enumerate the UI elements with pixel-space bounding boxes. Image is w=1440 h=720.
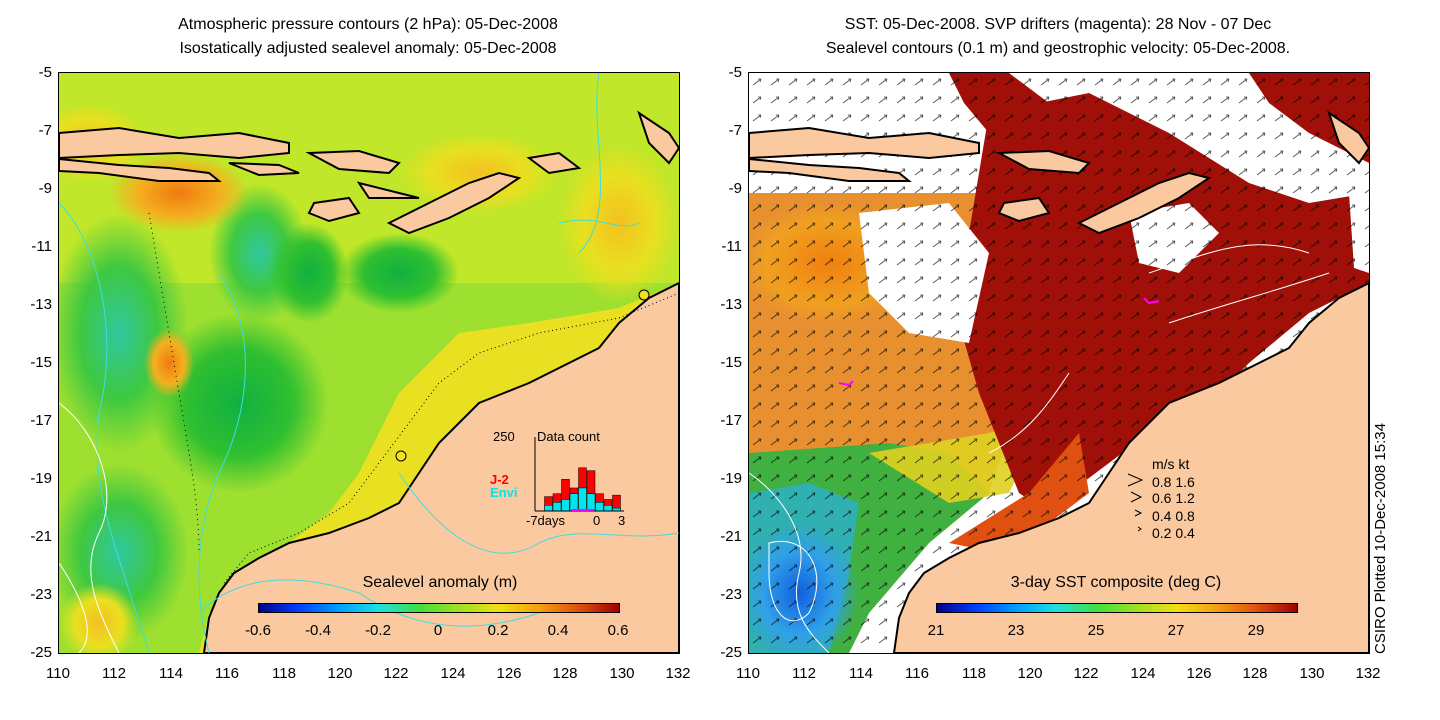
right-ytick: -11 bbox=[721, 238, 742, 255]
velocity-legend-arrows bbox=[1127, 473, 1144, 532]
velocity-legend-row: 0.8 1.6 bbox=[1152, 474, 1195, 490]
right-cbar-label: 29 bbox=[1247, 622, 1265, 639]
right-cbar-label: 21 bbox=[927, 622, 945, 639]
left-title-line2: Isostatically adjusted sealevel anomaly:… bbox=[179, 40, 557, 57]
right-cbar-label: 25 bbox=[1087, 622, 1105, 639]
right-xtick: 118 bbox=[962, 665, 986, 682]
left-cbar-label: -0.2 bbox=[365, 622, 391, 639]
hist-ymax-label: 250 bbox=[493, 429, 515, 444]
left-colorbar-title: Sealevel anomaly (m) bbox=[362, 574, 518, 591]
hist-bar-envi bbox=[561, 499, 570, 512]
left-xtick: 122 bbox=[383, 665, 409, 682]
velocity-legend-row: 0.6 1.2 bbox=[1152, 490, 1195, 506]
hist-bar-envi bbox=[569, 493, 579, 512]
hist-bar-envi bbox=[595, 502, 604, 512]
right-cbar-label: 27 bbox=[1167, 622, 1185, 639]
right-xtick: 128 bbox=[1242, 665, 1268, 682]
left-xtick: 128 bbox=[552, 665, 578, 682]
left-xtick: 130 bbox=[609, 665, 635, 682]
left-xtick: 116 bbox=[215, 665, 239, 682]
left-xtick: 124 bbox=[440, 665, 466, 682]
hist-xlabel-zero: 0 bbox=[593, 513, 601, 528]
hist-series-j2: J-2 bbox=[490, 472, 509, 487]
left-xtick: 112 bbox=[102, 665, 126, 682]
right-xtick: 132 bbox=[1355, 665, 1381, 682]
left-map-svg bbox=[59, 73, 679, 653]
right-ytick: -17 bbox=[720, 412, 742, 429]
left-xtick: 118 bbox=[272, 665, 296, 682]
left-ytick: -9 bbox=[38, 180, 52, 197]
left-cbar-label: 0.6 bbox=[607, 622, 629, 639]
right-map bbox=[748, 72, 1370, 654]
left-cbar-label: 0.2 bbox=[487, 622, 509, 639]
left-ytick: -17 bbox=[30, 412, 52, 429]
right-ytick: -25 bbox=[720, 644, 742, 661]
right-ytick: -5 bbox=[728, 64, 742, 81]
left-xtick: 114 bbox=[159, 665, 183, 682]
right-ytick: -23 bbox=[720, 586, 742, 603]
right-title-line2: Sealevel contours (0.1 m) and geostrophi… bbox=[825, 40, 1291, 57]
hist-xlabel-end: 3 bbox=[618, 513, 626, 528]
right-cbar-label: 23 bbox=[1007, 622, 1025, 639]
right-colorbar-title: 3-day SST composite (deg C) bbox=[1010, 574, 1222, 591]
hist-xlabel-start: -7days bbox=[526, 513, 566, 528]
right-map-svg bbox=[749, 73, 1369, 653]
left-cbar-label: -0.6 bbox=[245, 622, 271, 639]
left-colorbar bbox=[258, 603, 620, 613]
left-ytick: -19 bbox=[30, 470, 52, 487]
left-ytick: -11 bbox=[31, 238, 52, 255]
right-ytick: -15 bbox=[720, 354, 742, 371]
right-xtick: 120 bbox=[1017, 665, 1043, 682]
left-ytick: -13 bbox=[30, 296, 52, 313]
hist-bar-envi bbox=[603, 504, 613, 512]
hist-bar-envi bbox=[586, 493, 596, 512]
left-title-line1: Atmospheric pressure contours (2 hPa): 0… bbox=[178, 16, 558, 33]
right-ytick: -13 bbox=[720, 296, 742, 313]
left-ytick: -15 bbox=[30, 354, 52, 371]
hist-bar-envi bbox=[544, 504, 553, 512]
velocity-legend-header: m/s kt bbox=[1152, 456, 1190, 472]
right-title-line1: SST: 05-Dec-2008. SVP drifters (magenta)… bbox=[844, 16, 1272, 33]
velocity-legend-row: 0.2 0.4 bbox=[1152, 525, 1195, 541]
left-ytick: -5 bbox=[38, 64, 52, 81]
right-xtick: 130 bbox=[1299, 665, 1325, 682]
right-xtick: 126 bbox=[1186, 665, 1212, 682]
left-ytick: -25 bbox=[30, 644, 52, 661]
left-xtick: 110 bbox=[46, 665, 70, 682]
left-ytick: -21 bbox=[30, 528, 52, 545]
left-ytick: -23 bbox=[30, 586, 52, 603]
plot-credit: CSIRO Plotted 10-Dec-2008 15:34 bbox=[1372, 423, 1389, 654]
histogram-plot bbox=[534, 437, 624, 512]
right-ytick: -19 bbox=[720, 470, 742, 487]
hist-bar-envi bbox=[578, 487, 587, 512]
right-ytick: -21 bbox=[720, 528, 742, 545]
right-xtick: 114 bbox=[849, 665, 873, 682]
left-ytick: -7 bbox=[38, 122, 52, 139]
right-xtick: 116 bbox=[905, 665, 929, 682]
left-cbar-label: 0.4 bbox=[547, 622, 569, 639]
left-xtick: 126 bbox=[496, 665, 522, 682]
right-xtick: 112 bbox=[792, 665, 816, 682]
right-xtick: 110 bbox=[736, 665, 760, 682]
right-ytick: -7 bbox=[728, 122, 742, 139]
left-xtick: 132 bbox=[665, 665, 691, 682]
left-xtick: 120 bbox=[327, 665, 353, 682]
left-map bbox=[58, 72, 680, 654]
left-cbar-label: -0.4 bbox=[305, 622, 331, 639]
left-cbar-label: 0 bbox=[433, 622, 443, 639]
right-xtick: 122 bbox=[1073, 665, 1099, 682]
right-ytick: -9 bbox=[728, 180, 742, 197]
hist-title: Data count bbox=[537, 429, 600, 444]
hist-bar-envi bbox=[552, 502, 562, 512]
right-xtick: 124 bbox=[1130, 665, 1156, 682]
hist-series-envi: Envi bbox=[490, 485, 518, 500]
right-colorbar bbox=[936, 603, 1298, 613]
velocity-legend-row: 0.4 0.8 bbox=[1152, 508, 1195, 524]
